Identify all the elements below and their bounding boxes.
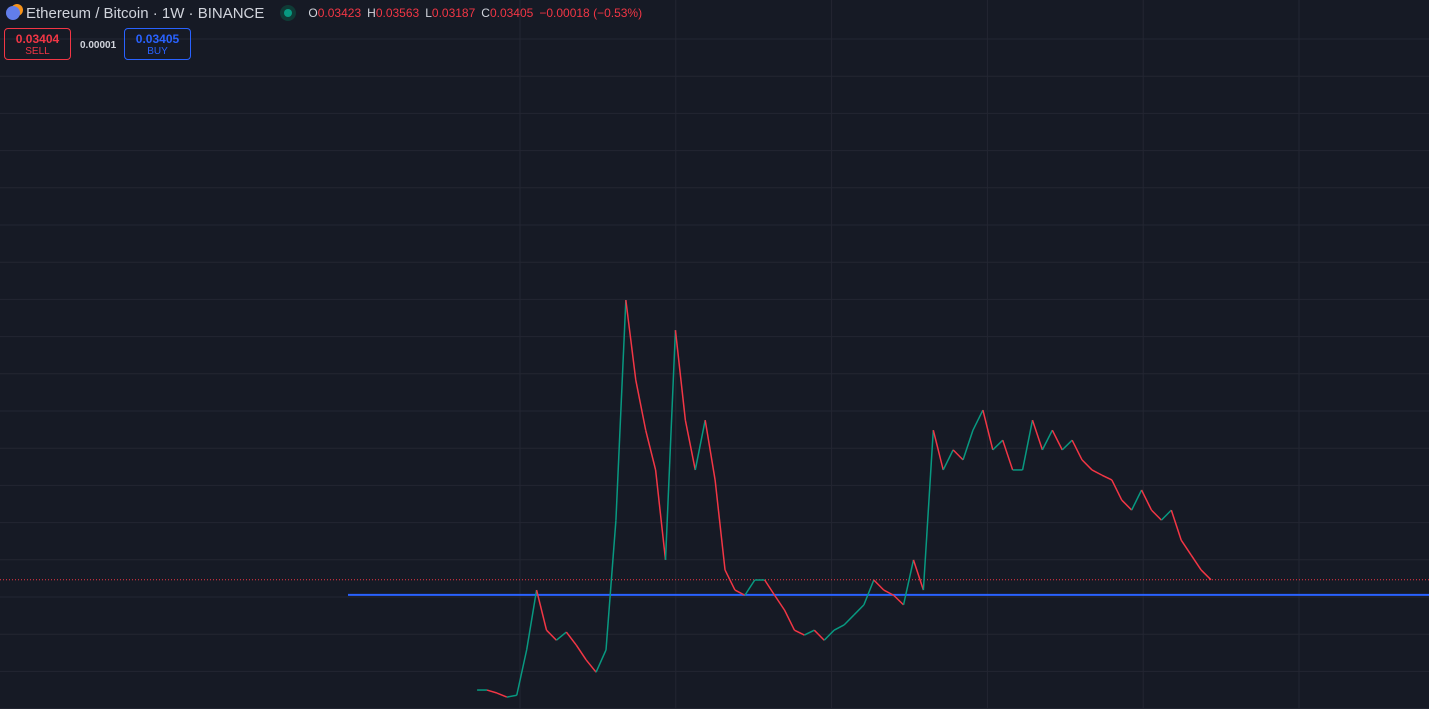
price-segment xyxy=(813,629,825,641)
ohlc-label: C xyxy=(481,6,490,20)
ohlc-label: O xyxy=(308,6,318,20)
price-segment xyxy=(1150,509,1162,521)
header: Ethereum / Bitcoin · 1W · BINANCE O0.034… xyxy=(6,3,642,23)
price-segment xyxy=(843,614,855,626)
ohlc-value: 0.03187 xyxy=(431,6,476,20)
price-segment xyxy=(615,299,627,521)
price-segment xyxy=(496,692,508,698)
spread: 0.00001 xyxy=(80,40,117,51)
price-segment xyxy=(912,559,925,591)
price-segment xyxy=(1101,474,1113,481)
buy-price: 0.03405 xyxy=(135,32,180,46)
price-segment xyxy=(1061,439,1073,451)
price-segment xyxy=(1130,489,1143,511)
price-segment xyxy=(1121,499,1133,511)
price-segment xyxy=(972,409,984,431)
price-segment xyxy=(992,439,1004,451)
price-segment xyxy=(605,520,617,650)
sell-label: SELL xyxy=(25,46,50,57)
price-segment xyxy=(674,330,687,421)
symbol-logo xyxy=(6,6,20,20)
price-segment xyxy=(486,689,498,694)
price-segment xyxy=(823,629,835,641)
price-segment xyxy=(893,594,905,606)
price-segment xyxy=(1200,569,1212,581)
price-segment xyxy=(704,419,716,481)
price-segment xyxy=(804,629,815,636)
price-segment xyxy=(575,644,587,661)
price-segment xyxy=(684,419,697,471)
price-segment xyxy=(1002,439,1014,471)
buy-button[interactable]: 0.03405 BUY xyxy=(124,28,191,60)
price-segment xyxy=(883,589,894,596)
price-segment xyxy=(1160,509,1172,521)
price-segment xyxy=(724,569,736,591)
price-segment xyxy=(1081,459,1093,471)
buy-label: BUY xyxy=(147,46,168,57)
ohlc-value: 0.03423 xyxy=(317,6,362,20)
price-segment xyxy=(873,579,885,591)
price-segment xyxy=(565,631,577,646)
price-segment xyxy=(952,449,964,461)
symbol[interactable]: Ethereum / Bitcoin · 1W · BINANCE xyxy=(26,4,265,22)
ohlc-value: 0.03563 xyxy=(375,6,420,20)
ohlc-label: H xyxy=(367,6,376,20)
price-segment xyxy=(833,624,845,631)
sell-button[interactable]: 0.03404 SELL xyxy=(4,28,71,60)
change: −0.00018 (−0.53%) xyxy=(539,6,643,20)
price-segment xyxy=(853,604,865,616)
price-segment xyxy=(625,299,637,381)
price-segment xyxy=(506,694,517,698)
price-segment xyxy=(764,579,776,596)
price-segment xyxy=(644,429,657,471)
price-segment xyxy=(922,430,935,591)
price-segment xyxy=(654,469,667,560)
price-segment xyxy=(694,419,706,471)
price-segment xyxy=(525,589,538,651)
price-segment xyxy=(902,559,915,606)
price-segment xyxy=(744,579,756,596)
ohlc-label: L xyxy=(425,6,432,20)
price-segment xyxy=(1170,509,1182,541)
ohlc-value: 0.03405 xyxy=(489,6,534,20)
price-segment xyxy=(664,330,677,560)
price-segment xyxy=(595,649,607,673)
price-segment xyxy=(773,594,786,611)
price-segment xyxy=(1021,419,1034,471)
price-segment xyxy=(863,579,875,606)
price-segment xyxy=(962,429,974,461)
price-segment xyxy=(794,629,805,636)
price-segment xyxy=(585,659,597,673)
market-status xyxy=(284,9,293,17)
price-segment xyxy=(1091,469,1103,476)
price-segment xyxy=(555,631,567,641)
price-segment xyxy=(1180,539,1192,556)
price-segment xyxy=(942,449,954,471)
price-segment xyxy=(714,479,726,571)
price-segment xyxy=(982,409,994,451)
price-segment xyxy=(1071,439,1083,461)
price-segment xyxy=(783,609,796,631)
sell-price: 0.03404 xyxy=(15,32,60,46)
price-segment xyxy=(516,649,528,696)
price-segment xyxy=(1051,429,1063,451)
price-segment xyxy=(932,429,944,471)
price-segment xyxy=(545,629,557,641)
price-segment xyxy=(734,589,746,596)
price-segment xyxy=(535,589,548,631)
price-segment xyxy=(1190,554,1202,571)
price-segment xyxy=(1140,489,1153,511)
price-segment xyxy=(635,379,647,431)
price-segment xyxy=(1041,429,1053,451)
price-segment xyxy=(1111,479,1123,501)
price-segment xyxy=(1031,419,1044,451)
